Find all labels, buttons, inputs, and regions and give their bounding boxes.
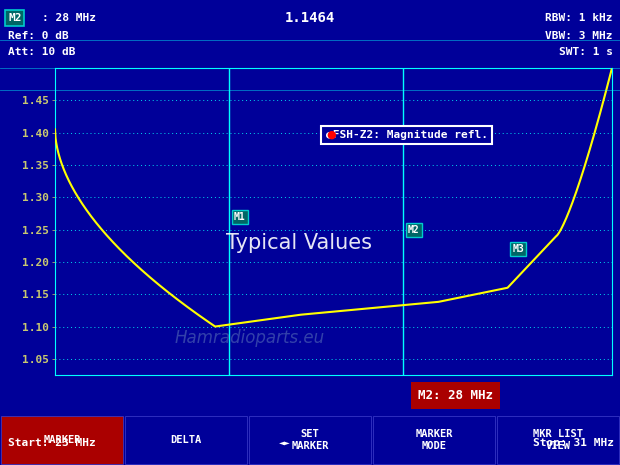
Text: RBW: 1 kHz: RBW: 1 kHz bbox=[545, 13, 613, 23]
Text: Stop: 31 MHz: Stop: 31 MHz bbox=[533, 438, 614, 448]
Text: M2: M2 bbox=[8, 13, 22, 23]
Text: M3: M3 bbox=[513, 244, 524, 254]
Text: Start: 23 MHz: Start: 23 MHz bbox=[8, 438, 96, 448]
Text: M2: 28 MHz: M2: 28 MHz bbox=[418, 388, 493, 401]
Text: Hamradioparts.eu: Hamradioparts.eu bbox=[175, 329, 325, 347]
Text: ◄►: ◄► bbox=[280, 438, 291, 448]
Text: SET
MARKER: SET MARKER bbox=[291, 429, 329, 451]
Text: ●: ● bbox=[327, 130, 337, 140]
Text: : 28 MHz: : 28 MHz bbox=[42, 13, 96, 23]
Text: MARKER
MODE: MARKER MODE bbox=[415, 429, 453, 451]
Text: Att: 10 dB: Att: 10 dB bbox=[8, 47, 76, 57]
Text: SWT: 1 s: SWT: 1 s bbox=[559, 47, 613, 57]
Text: Ref: 0 dB: Ref: 0 dB bbox=[8, 31, 69, 41]
Text: DELTA: DELTA bbox=[170, 435, 202, 445]
Text: MKR LIST
VIEW: MKR LIST VIEW bbox=[533, 429, 583, 451]
Text: MARKER: MARKER bbox=[43, 435, 81, 445]
Text: ●FSH-Z2: Magnitude refl.: ●FSH-Z2: Magnitude refl. bbox=[326, 130, 487, 140]
Text: Typical Values: Typical Values bbox=[226, 232, 371, 252]
Text: M2: M2 bbox=[408, 225, 420, 235]
Text: 1.1464: 1.1464 bbox=[285, 11, 335, 25]
Text: VBW: 3 MHz: VBW: 3 MHz bbox=[545, 31, 613, 41]
Text: M1: M1 bbox=[234, 212, 246, 222]
